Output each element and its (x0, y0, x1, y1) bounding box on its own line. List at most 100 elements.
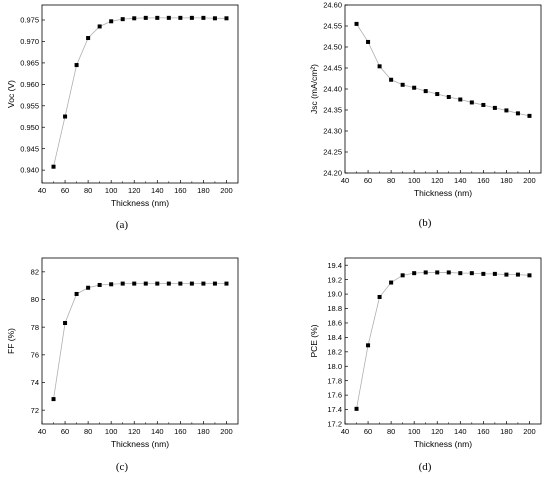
y-tick-label: 24.45 (323, 64, 342, 73)
data-point (74, 291, 79, 296)
x-tick-label: 60 (61, 427, 69, 436)
x-tick-label: 140 (151, 186, 164, 195)
y-tick-label: 24.50 (323, 43, 342, 52)
data-point (492, 271, 497, 276)
x-tick-label: 80 (387, 176, 395, 185)
y-axis-label: Jsc (mA/cm²) (309, 64, 319, 114)
data-point (51, 397, 56, 402)
x-tick-label: 160 (477, 176, 490, 185)
data-point (189, 15, 194, 20)
plot-frame (41, 4, 239, 184)
y-tick-label: 24.25 (323, 148, 342, 157)
y-tick-label: 24.55 (323, 22, 342, 31)
x-tick-label: 120 (128, 186, 141, 195)
data-point (504, 272, 509, 277)
data-point (51, 164, 56, 169)
x-tick-label: 100 (408, 427, 421, 436)
panel-label: (b) (419, 217, 432, 229)
data-point (377, 294, 382, 299)
plot-frame (41, 257, 239, 425)
series-line (356, 23, 530, 117)
data-point (527, 113, 532, 118)
data-point (224, 281, 229, 286)
y-tick-label: 82 (31, 267, 39, 276)
x-tick-label: 100 (105, 186, 118, 195)
y-tick-label: 0.950 (20, 123, 39, 132)
y-tick-label: 18.0 (327, 362, 342, 371)
x-axis-label: Thickness (nm) (414, 188, 472, 198)
x-axis-label: Thickness (nm) (111, 439, 169, 449)
data-point (155, 281, 160, 286)
data-point (400, 273, 405, 278)
data-point (132, 16, 137, 21)
y-tick-label: 0.960 (20, 80, 39, 89)
data-point (166, 281, 171, 286)
y-tick-label: 72 (31, 406, 39, 415)
y-tick-label: 0.970 (20, 37, 39, 46)
x-tick-label: 80 (84, 427, 92, 436)
x-tick-label: 80 (387, 427, 395, 436)
y-axis-label: Voc (V) (6, 80, 16, 108)
x-tick-label: 60 (364, 176, 372, 185)
data-point (469, 271, 474, 276)
data-point (74, 63, 79, 68)
y-tick-label: 78 (31, 323, 39, 332)
data-point (458, 271, 463, 276)
data-point (178, 281, 183, 286)
chart-panel-d: 40 60 80 100 120 140 160 180 200 17.2 17.4 17.6 17.8… (309, 257, 542, 473)
y-tick-label: 0.965 (20, 59, 39, 68)
data-point (400, 82, 405, 87)
y-tick-label: 17.6 (327, 391, 342, 400)
y-tick-label: 74 (31, 378, 39, 387)
panel-label: (d) (419, 461, 432, 473)
y-tick-label: 0.945 (20, 144, 39, 153)
x-tick-label: 200 (220, 186, 233, 195)
data-point (63, 321, 68, 326)
x-tick-label: 180 (500, 176, 513, 185)
data-point (132, 281, 137, 286)
y-tick-label: 24.30 (323, 127, 342, 136)
x-tick-label: 120 (128, 427, 141, 436)
data-point (389, 77, 394, 82)
y-tick-label: 18.2 (327, 347, 342, 356)
x-tick-label: 180 (197, 186, 210, 195)
data-point (423, 270, 428, 275)
panel-label: (a) (116, 219, 129, 231)
data-point (224, 16, 229, 21)
data-point (189, 281, 194, 286)
data-point (143, 15, 148, 20)
data-point (212, 16, 217, 21)
y-tick-label: 19.4 (327, 261, 342, 270)
y-tick-label: 18.6 (327, 319, 342, 328)
y-tick-label: 0.975 (20, 16, 39, 25)
y-tick-label: 17.4 (327, 405, 342, 414)
x-tick-label: 200 (523, 176, 536, 185)
data-point (120, 281, 125, 286)
y-tick-label: 19.2 (327, 275, 342, 284)
x-tick-label: 160 (477, 427, 490, 436)
y-tick-label: 24.20 (323, 169, 342, 178)
x-tick-label: 40 (38, 186, 46, 195)
series-line (356, 272, 530, 409)
data-point (97, 282, 102, 287)
y-tick-label: 76 (31, 350, 39, 359)
x-tick-label: 160 (174, 427, 187, 436)
data-point (63, 114, 68, 119)
y-tick-label: 24.40 (323, 85, 342, 94)
data-point (212, 281, 217, 286)
data-point (354, 21, 359, 26)
y-axis-label: FF (%) (6, 328, 16, 354)
data-point (481, 102, 486, 107)
data-point (354, 406, 359, 411)
chart-panel-b: 40 60 80 100 120 140 160 180 200 24.20 24.25 24.30 2… (309, 1, 542, 229)
x-tick-label: 100 (105, 427, 118, 436)
x-axis-label: Thickness (nm) (111, 198, 169, 208)
x-tick-label: 120 (431, 176, 444, 185)
data-point (109, 282, 114, 287)
data-point (458, 97, 463, 102)
y-tick-label: 17.8 (327, 376, 342, 385)
data-point (86, 36, 91, 41)
x-tick-label: 100 (408, 176, 421, 185)
series-line (53, 17, 227, 167)
